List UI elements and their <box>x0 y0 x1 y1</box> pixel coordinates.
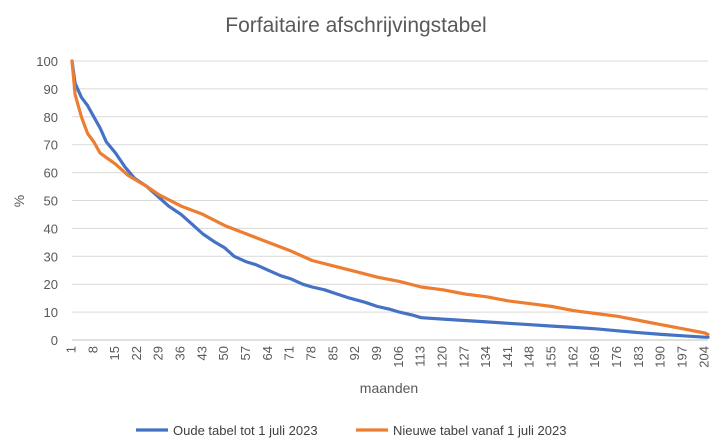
series-lines <box>70 59 710 339</box>
x-tick-label: 162 <box>565 346 580 368</box>
legend-label-1: Oude tabel tot 1 juli 2023 <box>173 423 318 438</box>
x-tick-label: 64 <box>260 346 275 360</box>
x-tick-label: 85 <box>325 346 340 360</box>
x-tick-label: 78 <box>303 346 318 360</box>
x-tick-label: 8 <box>85 346 100 353</box>
x-tick-label: 141 <box>500 346 515 368</box>
y-tick-label: 80 <box>44 110 58 125</box>
x-tick-label: 134 <box>478 346 493 368</box>
x-axis-ticks: 1 8 15 22 29 36 43 50 57 64 71 78 85 92 99 106 113 120 127… <box>63 346 711 368</box>
y-tick-label: 70 <box>44 138 58 153</box>
y-tick-label: 90 <box>44 82 58 97</box>
x-tick-label: 169 <box>587 346 602 368</box>
x-tick-label: 99 <box>369 346 384 360</box>
x-tick-label: 106 <box>391 346 406 368</box>
x-tick-label: 176 <box>609 346 624 368</box>
x-tick-label: 15 <box>107 346 122 360</box>
x-tick-label: 43 <box>194 346 209 360</box>
x-tick-label: 190 <box>653 346 668 368</box>
x-tick-label: 148 <box>522 346 537 368</box>
x-tick-label: 204 <box>696 346 711 368</box>
y-tick-label: 40 <box>44 221 58 236</box>
y-tick-label: 50 <box>44 194 58 209</box>
x-tick-label: 120 <box>434 346 449 368</box>
x-tick-label: 29 <box>151 346 166 360</box>
y-tick-label: 60 <box>44 166 58 181</box>
y-axis-ticks: 0 10 20 30 40 50 60 70 80 90 100 <box>36 54 58 348</box>
x-tick-label: 22 <box>129 346 144 360</box>
x-tick-label: 50 <box>216 346 231 360</box>
legend-label-2: Nieuwe tabel vanaf 1 juli 2023 <box>393 423 566 438</box>
chart-title: Forfaitaire afschrijvingstabel <box>225 14 486 37</box>
x-tick-label: 71 <box>282 346 297 360</box>
x-tick-label: 183 <box>631 346 646 368</box>
x-tick-label: 57 <box>238 346 253 360</box>
x-axis-label: maanden <box>360 380 418 396</box>
legend: Oude tabel tot 1 juli 2023 Nieuwe tabel v… <box>136 423 566 438</box>
x-tick-label: 197 <box>674 346 689 368</box>
series-line-2 <box>70 59 710 336</box>
x-tick-label: 127 <box>456 346 471 368</box>
y-tick-label: 0 <box>51 333 58 348</box>
x-tick-label: 36 <box>173 346 188 360</box>
x-tick-label: 92 <box>347 346 362 360</box>
x-tick-label: 155 <box>544 346 559 368</box>
y-tick-label: 20 <box>44 277 58 292</box>
y-tick-label: 30 <box>44 249 58 264</box>
gridlines <box>72 60 708 313</box>
y-axis-label: % <box>11 195 27 207</box>
series-line-1 <box>70 59 710 339</box>
x-tick-label: 113 <box>413 346 428 367</box>
x-tick-label: 1 <box>63 346 78 353</box>
y-tick-label: 10 <box>44 305 58 320</box>
y-tick-label: 100 <box>36 54 58 69</box>
